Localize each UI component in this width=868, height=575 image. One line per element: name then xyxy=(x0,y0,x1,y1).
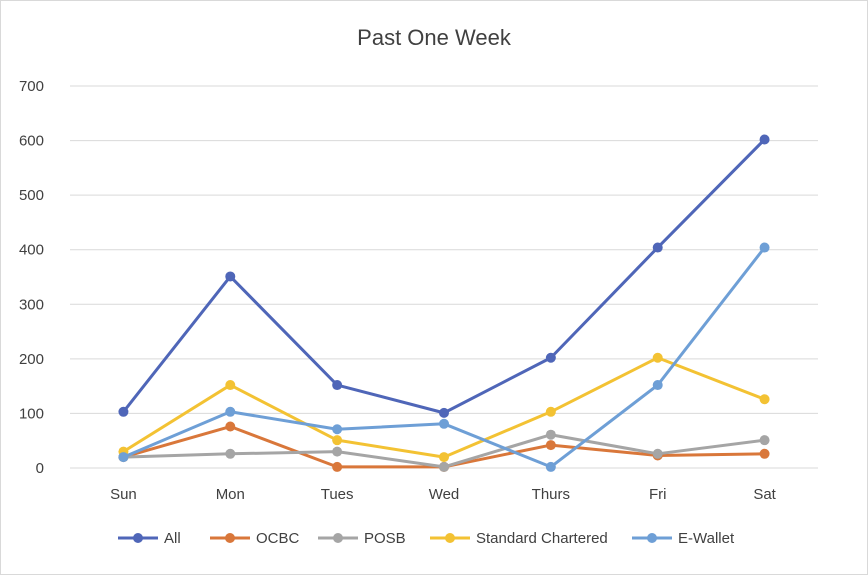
data-point xyxy=(439,418,449,429)
data-point xyxy=(332,446,343,457)
data-point xyxy=(225,421,236,432)
legend-swatch-marker xyxy=(225,533,235,543)
data-point xyxy=(439,461,449,472)
y-tick-label: 700 xyxy=(19,78,44,95)
x-tick-label: Fri xyxy=(649,486,667,503)
x-tick-label: Tues xyxy=(321,486,354,503)
x-tick-label: Sat xyxy=(753,486,776,503)
data-point xyxy=(332,424,343,435)
x-tick-label: Thurs xyxy=(532,486,570,503)
y-tick-label: 200 xyxy=(19,351,44,368)
series-e-wallet xyxy=(118,242,770,472)
chart-title: Past One Week xyxy=(357,25,512,50)
series-lines xyxy=(118,134,770,472)
series-all xyxy=(118,134,770,418)
legend-label: OCBC xyxy=(256,530,300,547)
data-point xyxy=(545,406,556,417)
data-point xyxy=(759,448,770,459)
x-tick-label: Mon xyxy=(216,486,245,503)
data-point xyxy=(225,406,236,417)
data-point xyxy=(439,407,449,418)
legend-label: Standard Chartered xyxy=(476,530,608,547)
data-point xyxy=(545,429,556,440)
data-point xyxy=(225,271,236,282)
y-tick-label: 600 xyxy=(19,133,44,150)
x-axis-ticks: Sun Mon Tues Wed Thurs Fri Sat xyxy=(110,486,777,503)
data-point xyxy=(439,452,449,463)
legend: All OCBC POSB Standard Chartered E-Wallet xyxy=(118,530,735,547)
series-line xyxy=(121,246,767,469)
legend-item: POSB xyxy=(318,530,406,547)
gridlines xyxy=(70,85,818,469)
legend-label: All xyxy=(164,530,181,547)
x-tick-label: Wed xyxy=(429,486,460,503)
data-point xyxy=(118,452,129,463)
y-tick-label: 400 xyxy=(19,242,44,259)
data-point xyxy=(652,242,663,253)
data-point xyxy=(545,440,556,451)
data-point xyxy=(332,380,343,391)
data-point xyxy=(225,380,236,391)
data-point xyxy=(652,352,663,363)
data-point xyxy=(545,461,556,472)
data-point xyxy=(118,406,129,417)
legend-item: Standard Chartered xyxy=(430,530,608,547)
data-point xyxy=(759,394,770,405)
legend-swatch-marker xyxy=(647,533,657,543)
y-tick-label: 500 xyxy=(19,187,44,204)
legend-item: E-Wallet xyxy=(632,530,735,547)
legend-label: E-Wallet xyxy=(678,530,735,547)
data-point xyxy=(545,352,556,363)
series-standard-chartered xyxy=(118,352,770,463)
x-tick-label: Sun xyxy=(110,486,137,503)
y-tick-label: 100 xyxy=(19,405,44,422)
legend-swatch-marker xyxy=(133,533,143,543)
data-point xyxy=(759,134,770,145)
legend-label: POSB xyxy=(364,530,406,547)
legend-swatch-marker xyxy=(445,533,455,543)
data-point xyxy=(759,435,770,446)
y-axis-ticks: 0 100 200 300 400 500 600 700 xyxy=(19,78,44,477)
data-point xyxy=(652,380,663,391)
y-tick-label: 300 xyxy=(19,296,44,313)
data-point xyxy=(225,448,236,459)
y-tick-label: 0 xyxy=(36,460,44,477)
data-point xyxy=(759,242,770,253)
legend-swatch-marker xyxy=(333,533,343,543)
legend-item: OCBC xyxy=(210,530,300,547)
data-point xyxy=(652,448,663,459)
data-point xyxy=(332,435,343,446)
series-posb xyxy=(118,429,770,472)
legend-item: All xyxy=(118,530,181,547)
data-point xyxy=(332,461,343,472)
